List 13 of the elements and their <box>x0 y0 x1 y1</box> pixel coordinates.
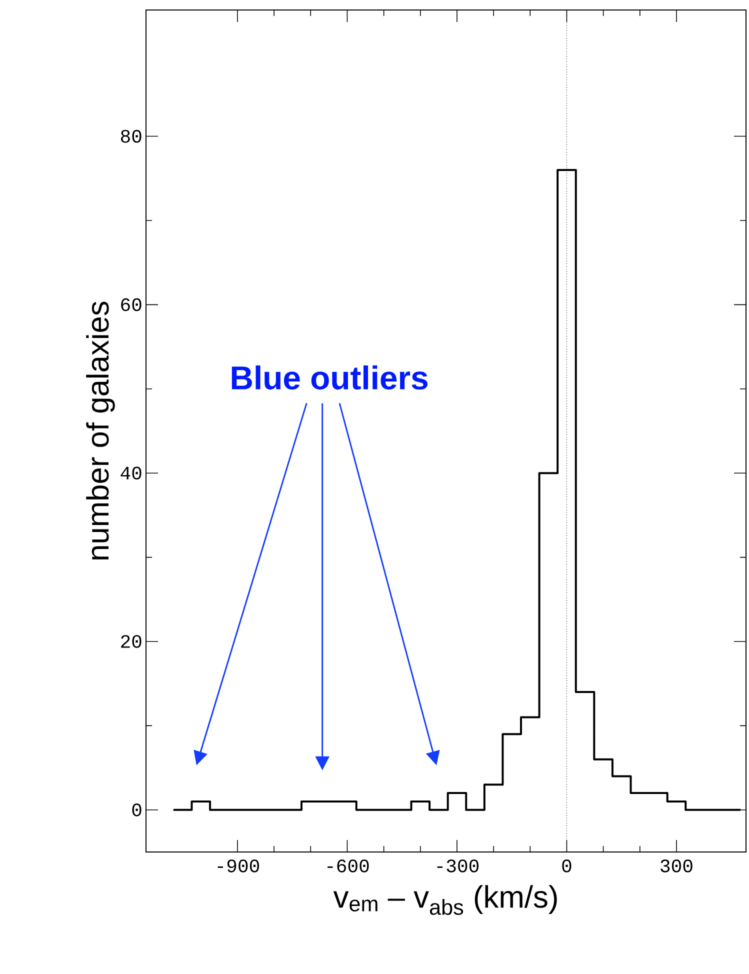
y-tick-label: 80 <box>120 130 142 143</box>
y-axis-title: number of galaxies <box>86 302 115 560</box>
y-tick-label: 40 <box>120 466 142 480</box>
x-axis-title: v$_{em}$ – v$_{abs}$ (km/s) <box>333 885 557 915</box>
x-tick-label: -300 <box>437 860 479 872</box>
x-tick-label: 0 <box>562 860 572 872</box>
x-tick-label: -600 <box>328 860 369 872</box>
annotation: Blue outliers <box>232 365 428 390</box>
x-tick-label: 300 <box>660 860 692 872</box>
y-tick-label: 0 <box>132 803 142 816</box>
x-tick-label: -900 <box>218 860 260 872</box>
y-tick-label: 20 <box>121 635 142 648</box>
y-tick-label: 60 <box>121 298 142 312</box>
